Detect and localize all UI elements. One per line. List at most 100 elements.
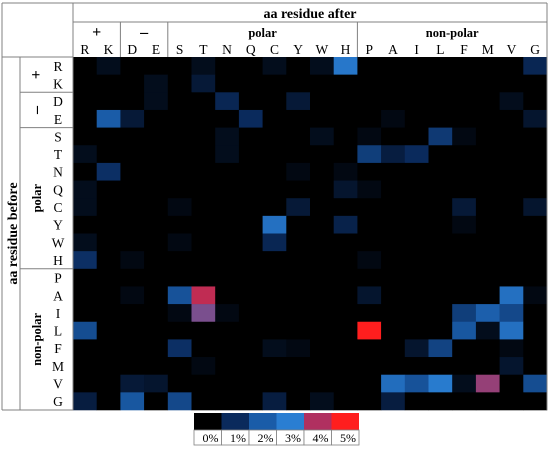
heatmap-cell-G-W [310, 392, 334, 411]
heatmap-cell-H-R [73, 251, 97, 270]
heatmap-cell-Y-K [96, 215, 121, 234]
table-frame [1, 2, 548, 411]
heatmap-cell-M-A [381, 357, 406, 375]
heatmap-cell-E-A [381, 109, 406, 128]
heatmap-cell-Q-Y [286, 180, 311, 199]
heatmap-cell-R-C [262, 57, 287, 75]
heatmap-cell-C-M [475, 198, 500, 217]
heatmap-cell-V-M [475, 374, 500, 393]
heatmap-cell-G-V [499, 392, 524, 411]
heatmap-cell-D-R [73, 92, 97, 111]
heatmap-cell-P-P [357, 268, 382, 287]
heatmap-cell-H-K [96, 251, 121, 270]
heatmap-cell-N-A [381, 162, 406, 181]
heatmap-cell-P-C [262, 268, 287, 287]
heatmap-cell-T-M [475, 145, 500, 164]
heatmap-cell-C-F [452, 198, 477, 217]
heatmap-cell-F-Q [238, 339, 263, 358]
heatmap-cell-H-A [381, 251, 406, 270]
heatmap-cell-L-S [167, 321, 192, 340]
heatmap-cell-M-E [144, 357, 169, 375]
heatmap-cell-P-A [381, 268, 406, 287]
x-group-label-0: + [92, 24, 101, 41]
heatmap-cell-V-C [262, 374, 287, 393]
heatmap-cell-M-S [167, 357, 192, 375]
y-tick-D-2: D [53, 94, 63, 109]
y-tick-W-10: W [52, 235, 65, 250]
heatmap-cell-M-I [404, 357, 429, 375]
heatmap-cell-M-D [120, 357, 145, 375]
heatmap-cell-C-S [167, 198, 192, 217]
heatmap-cell-Y-L [428, 215, 453, 234]
heatmap-cell-M-K [96, 357, 121, 375]
heatmap-cell-F-C [262, 339, 287, 358]
heatmap-cell-V-Q [238, 374, 263, 393]
heatmap-cell-L-I [404, 321, 429, 340]
heatmap-cell-W-D [120, 233, 145, 252]
heatmap-cell-I-C [262, 304, 287, 323]
heatmap-cell-H-L [428, 251, 453, 270]
heatmap-cell-H-V [499, 251, 524, 270]
x-tick-W-10: W [315, 42, 328, 57]
heatmap-cell-P-T [191, 268, 216, 287]
heatmap-cell-K-Q [238, 74, 263, 93]
heatmap-cell-V-E [144, 374, 169, 393]
heatmap-cell-P-Y [286, 268, 311, 287]
heatmap-cell-Q-W [310, 180, 334, 199]
heatmap-cell-P-E [144, 268, 169, 287]
heatmap-cell-R-I [404, 57, 429, 75]
heatmap-cell-E-H [333, 109, 358, 128]
heatmap-cell-N-C [262, 162, 287, 181]
heatmap-cell-T-S [167, 145, 192, 164]
x-tick-Y-9: Y [293, 42, 303, 57]
y-tick-G-19: G [53, 394, 63, 409]
heatmap-cell-Q-S [167, 180, 192, 199]
heatmap-cell-L-R [73, 321, 97, 340]
heatmap-cell-Y-G [523, 215, 548, 234]
heatmap-cell-L-W [310, 321, 334, 340]
heatmap-cell-E-T [191, 109, 216, 128]
heatmap-cell-K-C [262, 74, 287, 93]
heatmap-cell-E-G [523, 109, 548, 128]
heatmap-cell-D-A [381, 92, 406, 111]
legend-label-5: 5% [340, 431, 356, 445]
heatmap-cell-R-Y [286, 57, 311, 75]
heatmap-cell-P-M [475, 268, 500, 287]
heatmap-cell-I-T [191, 304, 216, 323]
heatmap-cell-L-A [381, 321, 406, 340]
y-group-label-1: – [28, 105, 45, 115]
heatmap-cell-W-S [167, 233, 192, 252]
heatmap-cell-N-N [215, 162, 240, 181]
heatmap-cell-D-P [357, 92, 382, 111]
heatmap-cell-L-D [120, 321, 145, 340]
heatmap-cell-M-T [191, 357, 216, 375]
heatmap-cell-R-K [96, 57, 121, 75]
heatmap-cell-F-G [523, 339, 548, 358]
heatmap-cell-F-K [96, 339, 121, 358]
heatmap-cell-F-F [452, 339, 477, 358]
heatmap-cell-S-K [96, 127, 121, 146]
heatmap-cell-C-H [333, 198, 358, 217]
legend-label-2: 2% [258, 431, 274, 445]
heatmap-cell-D-G [523, 92, 548, 111]
heatmap-cell-E-P [357, 109, 382, 128]
heatmap-cell-L-G [523, 321, 548, 340]
heatmap-cell-E-R [73, 109, 97, 128]
heatmap-cell-F-D [120, 339, 145, 358]
heatmap-cell-D-D [120, 92, 145, 111]
heatmap-cell-D-L [428, 92, 453, 111]
heatmap-cell-A-E [144, 286, 169, 305]
heatmap-cell-W-V [499, 233, 524, 252]
heatmap-cell-K-G [523, 74, 548, 93]
heatmap-cells [73, 57, 548, 411]
heatmap-cell-P-D [120, 268, 145, 287]
heatmap-cell-C-K [96, 198, 121, 217]
heatmap-cell-H-D [120, 251, 145, 270]
heatmap-cell-T-G [523, 145, 548, 164]
heatmap-cell-L-N [215, 321, 240, 340]
heatmap-cell-S-E [144, 127, 169, 146]
heatmap-cell-C-T [191, 198, 216, 217]
heatmap-cell-M-L [428, 357, 453, 375]
heatmap-cell-A-H [333, 286, 358, 305]
heatmap-cell-D-Q [238, 92, 263, 111]
